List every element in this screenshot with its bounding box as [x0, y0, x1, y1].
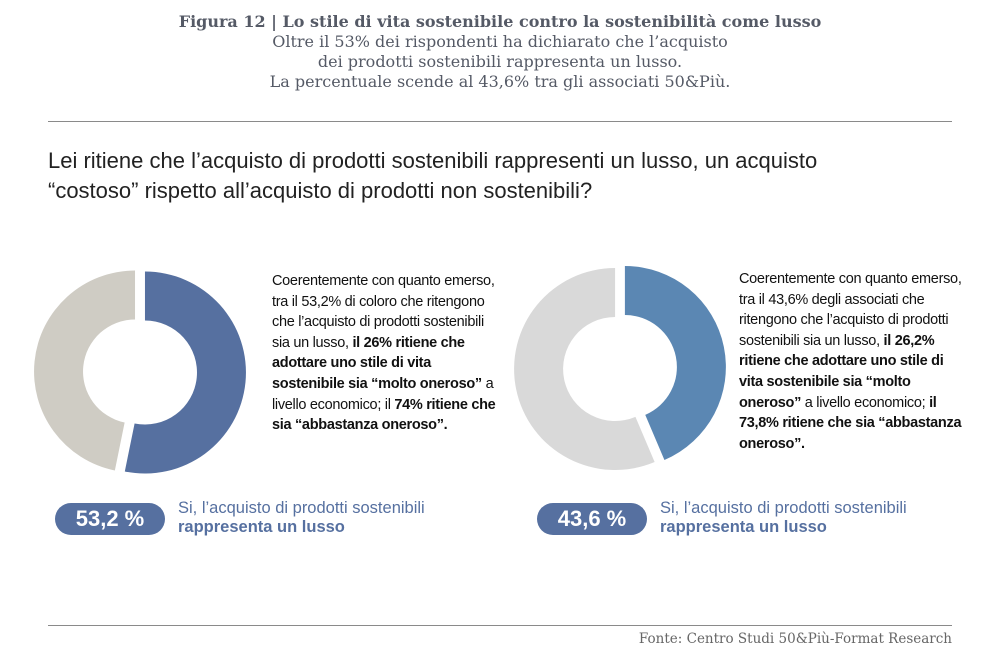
figure-subtitle-line: dei prodotti sostenibili rappresenta un …: [317, 52, 683, 71]
legend-label: Si, l’acquisto di prodotti sostenibili r…: [178, 499, 425, 537]
panel-description: Coerentemente con quanto emerso, tra il …: [739, 269, 964, 454]
survey-question: Lei ritiene che l’acquisto di prodotti s…: [48, 146, 948, 206]
figure-header: Figura 12 | Lo stile di vita sostenibile…: [0, 12, 1000, 92]
legend-label: Si, l’acquisto di prodotti sostenibili r…: [660, 499, 907, 537]
percentage-pill: 43,6 %: [537, 503, 647, 535]
paragraph-bold-text: il 26% ritiene che adottare uno stile di…: [272, 334, 482, 392]
legend-line-bold: rappresenta un lusso: [178, 518, 345, 536]
paragraph-text: Coerentemente con quanto emerso, tra il …: [272, 273, 495, 351]
donut-chart-all-respondents: [34, 270, 246, 474]
figure-title: Figura 12 | Lo stile di vita sostenibile…: [178, 12, 822, 31]
legend-line: Si, l’acquisto di prodotti sostenibili: [178, 499, 425, 517]
paragraph-text: a livello economico;: [801, 394, 930, 411]
paragraph-text: a livello economico; il: [272, 375, 494, 413]
panel-description: Coerentemente con quanto emerso, tra il …: [272, 271, 502, 436]
question-line: “costoso” rispetto all’acquisto di prodo…: [48, 178, 593, 203]
percentage-pill: 53,2 %: [55, 503, 165, 535]
bottom-divider: [48, 625, 952, 626]
donut-slice-luxury: [124, 271, 246, 474]
paragraph-bold-text: il 73,8% ritiene che sia “abbastanza one…: [739, 394, 962, 452]
top-divider: [48, 121, 952, 122]
figure-subtitle-line: Oltre il 53% dei rispondenti ha dichiara…: [272, 32, 728, 51]
donut-slice-other: [34, 270, 136, 471]
donut-slice-luxury: [624, 266, 726, 460]
source-note: Fonte: Centro Studi 50&Più-Format Resear…: [638, 631, 952, 647]
paragraph-bold-text: il 26,2% ritiene che adottare uno stile …: [739, 332, 944, 411]
legend-line-bold: rappresenta un lusso: [660, 518, 827, 536]
donut-chart-associates: [514, 266, 726, 470]
paragraph-text: Coerentemente con quanto emerso, tra il …: [739, 271, 962, 349]
donut-slice-other: [514, 268, 655, 470]
paragraph-bold-text: 74% ritiene che sia “abbastanza oneroso”…: [272, 396, 496, 434]
question-line: Lei ritiene che l’acquisto di prodotti s…: [48, 148, 818, 173]
figure-subtitle-line: La percentuale scende al 43,6% tra gli a…: [269, 72, 731, 91]
legend-line: Si, l’acquisto di prodotti sostenibili: [660, 499, 907, 517]
